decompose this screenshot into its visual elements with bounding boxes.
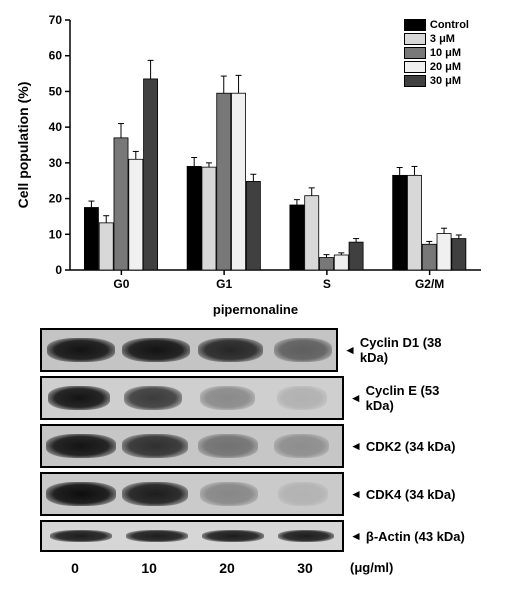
svg-text:30: 30 (49, 156, 63, 170)
blot-band (278, 482, 328, 506)
legend-label: 20 μM (430, 60, 461, 74)
legend-item: 20 μM (404, 60, 469, 74)
svg-text:40: 40 (49, 120, 63, 134)
blot-band (122, 482, 188, 506)
legend-swatch (404, 75, 426, 87)
legend-swatch (404, 19, 426, 31)
svg-text:G0: G0 (113, 277, 129, 291)
dose-value: 30 (297, 560, 313, 576)
blot-band (200, 482, 258, 506)
svg-text:G2/M: G2/M (415, 277, 444, 291)
blot-band (46, 482, 116, 506)
svg-text:Cell population (%): Cell population (%) (15, 82, 31, 209)
svg-text:10: 10 (49, 227, 63, 241)
blot-band (124, 386, 182, 410)
dose-value: 20 (219, 560, 235, 576)
dose-unit: (μg/ml) (350, 560, 393, 575)
blot-image (40, 472, 344, 516)
legend-swatch (404, 47, 426, 59)
blot-band (277, 386, 327, 410)
western-blot-panel: ◄ Cyclin D1 (38 kDa) ◄ Cyclin E (53 kDa) ◄ CD… (10, 328, 501, 576)
blot-image (40, 520, 344, 552)
blot-band (198, 434, 258, 458)
chart-bottom-label: pipernonaline (10, 302, 501, 317)
legend-label: 30 μM (430, 74, 461, 88)
blot-label: Cyclin E (53 kDa) (366, 383, 471, 413)
blot-band (47, 338, 115, 362)
svg-text:0: 0 (55, 263, 62, 277)
blot-band (122, 434, 188, 458)
figure-container: 0 10 20 30 40 50 60 70 Cell population (%) G0 G1 S G… (10, 10, 501, 576)
svg-text:S: S (323, 277, 331, 291)
legend-item: 3 μM (404, 32, 469, 46)
legend-label: Control (430, 18, 469, 32)
chart-legend: Control3 μM10 μM20 μM30 μM (400, 16, 473, 90)
blot-image (40, 376, 344, 420)
blot-image (40, 424, 344, 468)
arrow-left-icon: ◄ (350, 439, 362, 453)
dose-value: 10 (141, 560, 157, 576)
blot-row: ◄ Cyclin D1 (38 kDa) (40, 328, 471, 372)
blot-label: CDK4 (34 kDa) (366, 487, 456, 502)
blot-label: CDK2 (34 kDa) (366, 439, 456, 454)
bar-chart-panel: 0 10 20 30 40 50 60 70 Cell population (%) G0 G1 S G… (10, 10, 501, 320)
blot-band (274, 338, 332, 362)
legend-swatch (404, 61, 426, 73)
blot-band (274, 434, 329, 458)
arrow-left-icon: ◄ (350, 391, 362, 405)
blot-band (122, 338, 190, 362)
blot-row: ◄ β-Actin (43 kDa) (40, 520, 471, 552)
legend-label: 3 μM (430, 32, 455, 46)
arrow-left-icon: ◄ (350, 529, 362, 543)
blot-row: ◄ CDK4 (34 kDa) (40, 472, 471, 516)
blot-row: ◄ Cyclin E (53 kDa) (40, 376, 471, 420)
blot-band (278, 530, 334, 543)
blot-label: β-Actin (43 kDa) (366, 529, 465, 544)
blot-band (48, 386, 110, 410)
svg-text:G1: G1 (216, 277, 232, 291)
legend-item: 30 μM (404, 74, 469, 88)
legend-label: 10 μM (430, 46, 461, 60)
dose-value: 0 (71, 560, 79, 576)
blot-band (198, 338, 263, 362)
arrow-left-icon: ◄ (350, 487, 362, 501)
svg-text:70: 70 (49, 13, 63, 27)
svg-text:60: 60 (49, 49, 63, 63)
arrow-left-icon: ◄ (344, 343, 356, 357)
blot-band (126, 530, 188, 543)
blot-band (202, 530, 264, 543)
blot-band (50, 530, 112, 543)
svg-text:50: 50 (49, 84, 63, 98)
legend-swatch (404, 33, 426, 45)
svg-text:20: 20 (49, 192, 63, 206)
blot-row: ◄ CDK2 (34 kDa) (40, 424, 471, 468)
legend-item: 10 μM (404, 46, 469, 60)
blot-image (40, 328, 338, 372)
blot-band (46, 434, 116, 458)
legend-item: Control (404, 18, 469, 32)
blot-band (200, 386, 255, 410)
blot-label: Cyclin D1 (38 kDa) (360, 335, 471, 365)
dose-row: 0102030(μg/ml) (40, 560, 344, 576)
